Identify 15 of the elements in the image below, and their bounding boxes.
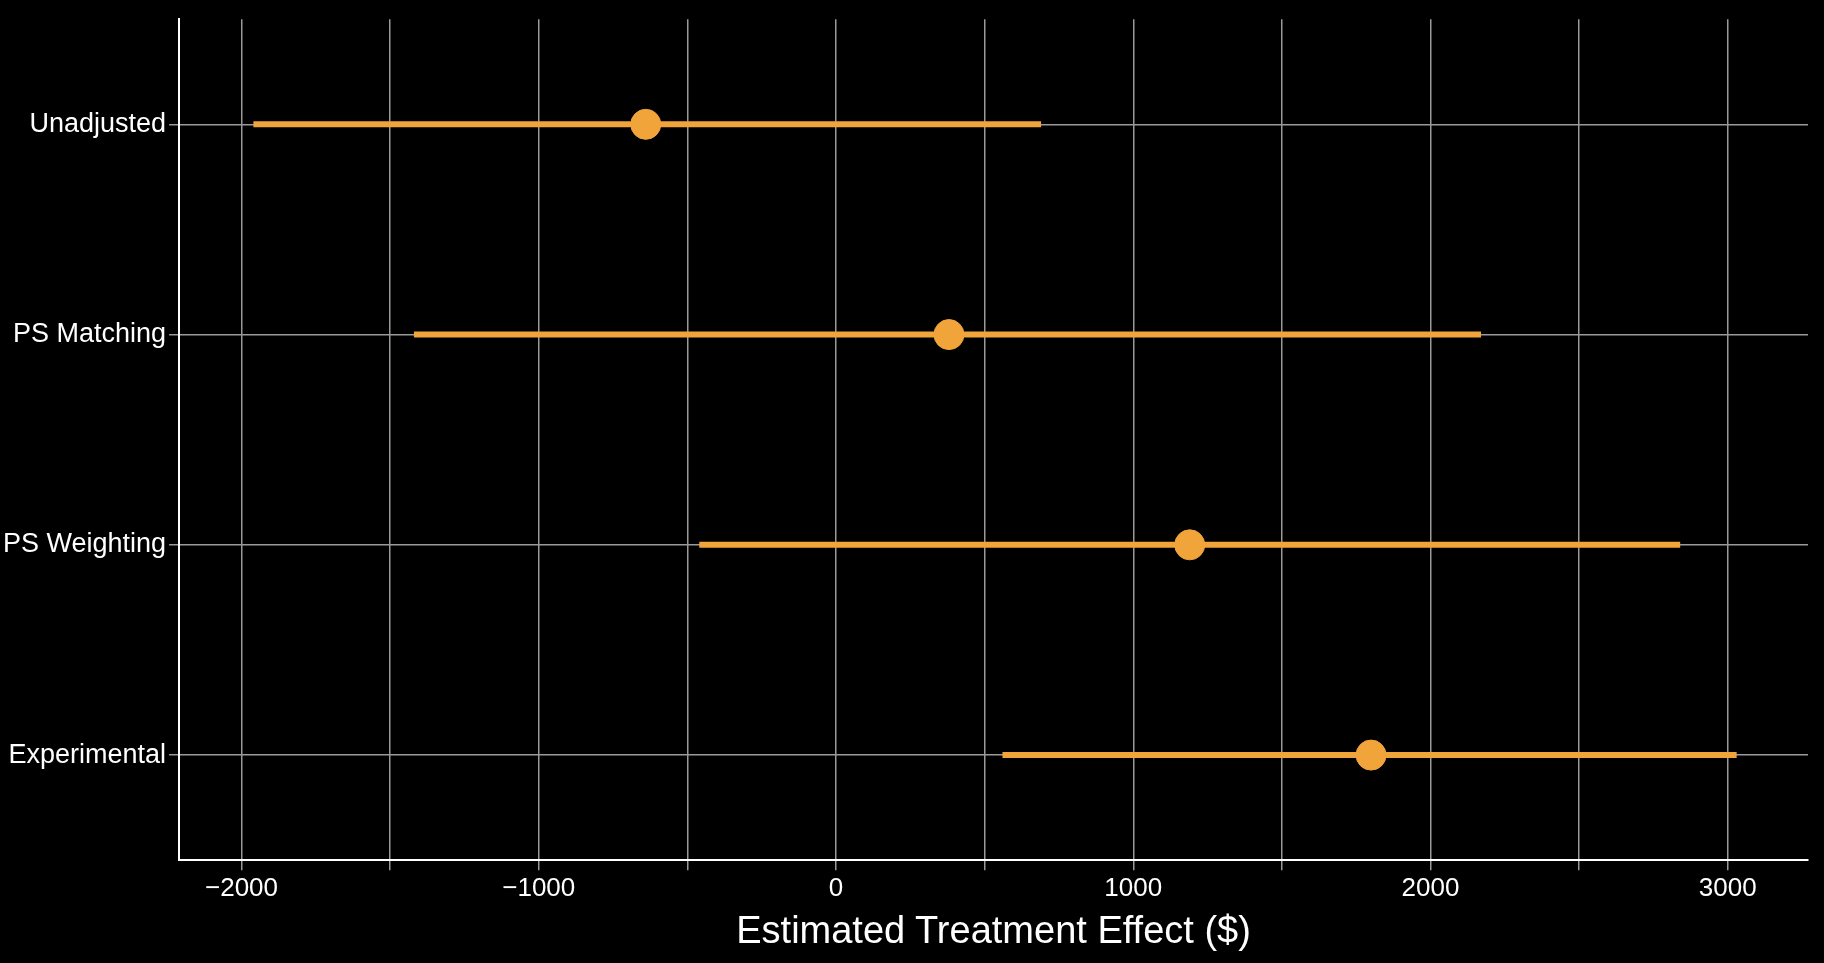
y-tick-label: Unadjusted <box>29 107 167 138</box>
y-tick-label: PS Matching <box>13 318 167 349</box>
x-tick-label: 0 <box>828 871 844 902</box>
x-tick-label: 2000 <box>1401 871 1460 902</box>
point <box>933 319 965 351</box>
x-tick-label: 1000 <box>1104 871 1163 902</box>
y-tick-label: Experimental <box>8 738 167 769</box>
x-tick-label: −1000 <box>502 871 576 902</box>
x-tick-label: 3000 <box>1698 871 1757 902</box>
point <box>1355 739 1387 771</box>
point <box>630 108 662 140</box>
y-tick-label: PS Weighting <box>2 528 167 559</box>
x-tick-label: −2000 <box>205 871 279 902</box>
x-axis-title: Estimated Treatment Effect ($) <box>736 908 1251 951</box>
point <box>1174 529 1206 561</box>
